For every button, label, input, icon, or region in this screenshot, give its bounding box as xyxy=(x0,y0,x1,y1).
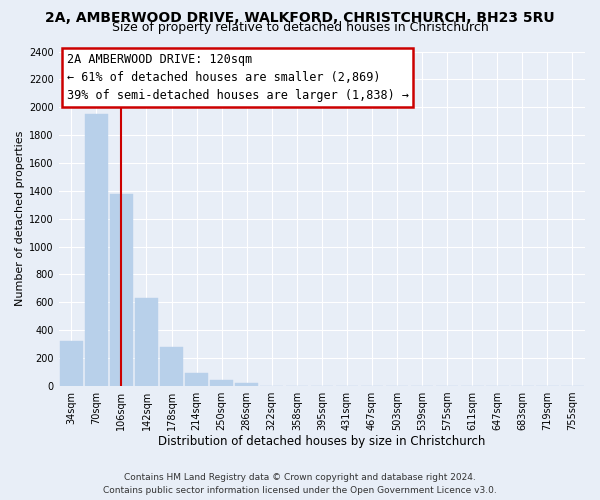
Bar xyxy=(160,347,183,386)
X-axis label: Distribution of detached houses by size in Christchurch: Distribution of detached houses by size … xyxy=(158,434,485,448)
Text: Contains HM Land Registry data © Crown copyright and database right 2024.
Contai: Contains HM Land Registry data © Crown c… xyxy=(103,473,497,495)
Text: 2A AMBERWOOD DRIVE: 120sqm
← 61% of detached houses are smaller (2,869)
39% of s: 2A AMBERWOOD DRIVE: 120sqm ← 61% of deta… xyxy=(67,53,409,102)
Y-axis label: Number of detached properties: Number of detached properties xyxy=(15,131,25,306)
Text: Size of property relative to detached houses in Christchurch: Size of property relative to detached ho… xyxy=(112,22,488,35)
Bar xyxy=(211,380,233,386)
Bar xyxy=(110,194,133,386)
Bar xyxy=(85,114,107,386)
Text: 2A, AMBERWOOD DRIVE, WALKFORD, CHRISTCHURCH, BH23 5RU: 2A, AMBERWOOD DRIVE, WALKFORD, CHRISTCHU… xyxy=(45,12,555,26)
Bar xyxy=(235,383,258,386)
Bar xyxy=(185,372,208,386)
Bar xyxy=(60,342,83,386)
Bar xyxy=(135,298,158,386)
